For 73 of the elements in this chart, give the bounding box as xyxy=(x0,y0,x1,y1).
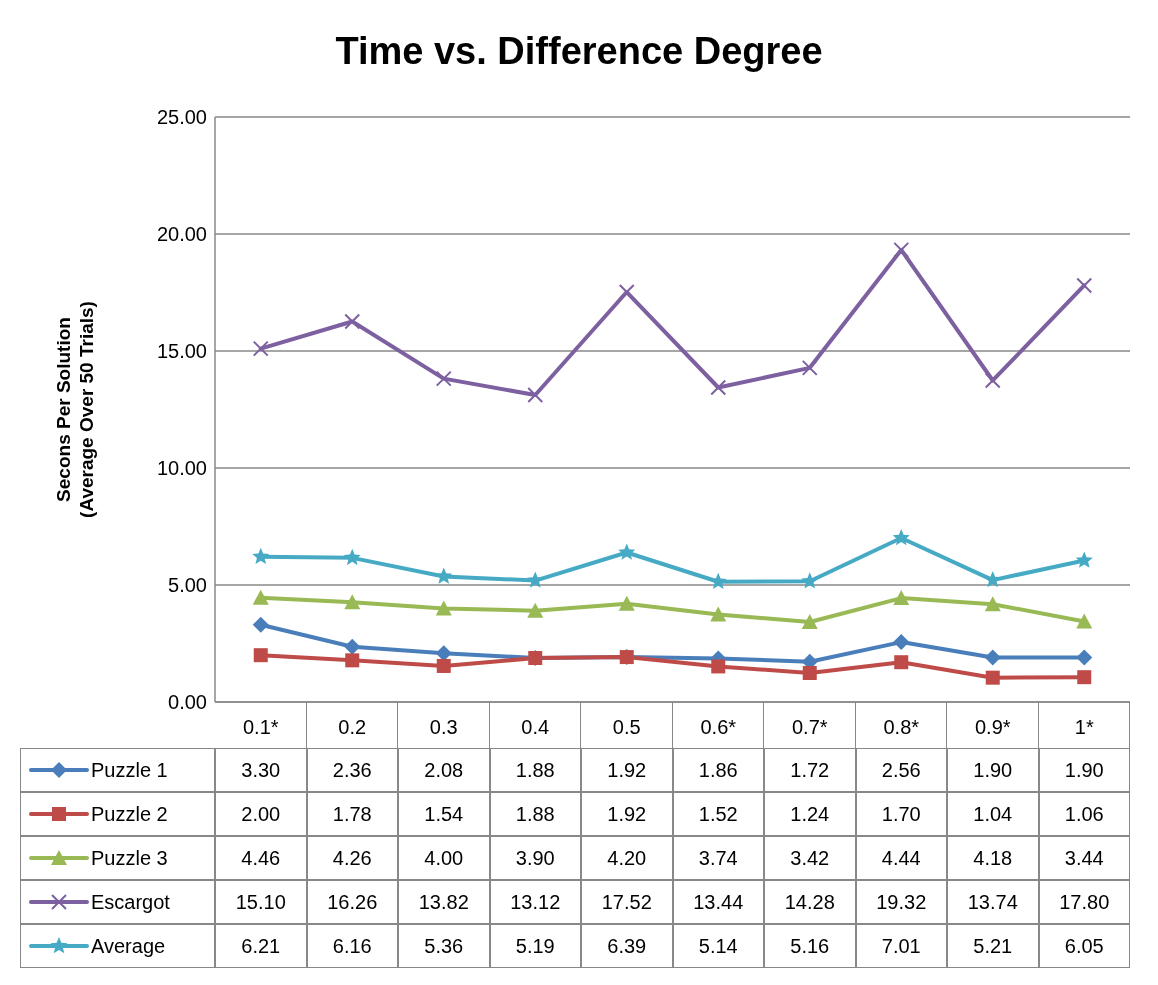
data-label: 14.28 xyxy=(764,880,856,924)
data-label: 1.54 xyxy=(398,792,490,836)
y-tick-label: 15.00 xyxy=(156,340,207,363)
data-label: 13.74 xyxy=(947,880,1039,924)
x-tick-label: 0.4 xyxy=(521,716,550,739)
data-label: 1.92 xyxy=(581,792,673,836)
legend-label: Escargot xyxy=(91,890,170,914)
data-label: 19.32 xyxy=(855,880,947,924)
data-label: 17.52 xyxy=(581,880,673,924)
y-tick-label: 10.00 xyxy=(156,457,207,480)
data-label: 3.44 xyxy=(1038,836,1130,880)
data-label: 13.82 xyxy=(398,880,490,924)
data-label: 6.05 xyxy=(1038,924,1130,968)
x-tick-label: 0.8* xyxy=(883,716,920,739)
data-label: 4.18 xyxy=(947,836,1039,880)
x-tick-label: 0.9* xyxy=(974,716,1011,739)
data-label: 3.42 xyxy=(764,836,856,880)
legend-label: Puzzle 1 xyxy=(91,758,168,782)
x-tick-label: 0.2 xyxy=(338,716,367,739)
data-label: 1.90 xyxy=(1038,748,1130,792)
x-tick-label: 0.3 xyxy=(429,716,458,739)
chart-title: Time vs. Difference Degree xyxy=(334,30,824,73)
data-label: 1.78 xyxy=(306,792,398,836)
data-label: 1.90 xyxy=(947,748,1039,792)
data-label: 15.10 xyxy=(215,880,307,924)
data-label: 5.21 xyxy=(947,924,1039,968)
data-label: 1.52 xyxy=(672,792,764,836)
data-label: 6.21 xyxy=(215,924,307,968)
data-label: 1.86 xyxy=(672,748,764,792)
y-tick-label: 5.00 xyxy=(168,574,207,597)
data-label: 5.14 xyxy=(672,924,764,968)
data-label: 1.92 xyxy=(581,748,673,792)
data-label: 2.00 xyxy=(215,792,307,836)
data-label: 5.19 xyxy=(489,924,581,968)
y-tick-label: 0.00 xyxy=(168,691,207,714)
data-label: 3.90 xyxy=(489,836,581,880)
data-label: 2.08 xyxy=(398,748,490,792)
data-label: 5.36 xyxy=(398,924,490,968)
data-label: 4.44 xyxy=(855,836,947,880)
data-label: 1.70 xyxy=(855,792,947,836)
x-tick-label: 0.6* xyxy=(700,716,737,739)
data-label: 1.04 xyxy=(947,792,1039,836)
y-tick-label: 20.00 xyxy=(156,223,207,246)
data-label: 5.16 xyxy=(764,924,856,968)
data-label: 1.24 xyxy=(764,792,856,836)
legend-label: Puzzle 3 xyxy=(91,846,168,870)
data-label: 2.56 xyxy=(855,748,947,792)
data-label: 7.01 xyxy=(855,924,947,968)
data-label: 17.80 xyxy=(1038,880,1130,924)
data-label: 4.26 xyxy=(306,836,398,880)
data-label: 1.06 xyxy=(1038,792,1130,836)
data-label: 13.44 xyxy=(672,880,764,924)
legend-label: Average xyxy=(91,934,166,958)
data-label: 3.74 xyxy=(672,836,764,880)
data-label: 1.88 xyxy=(489,748,581,792)
data-label: 1.72 xyxy=(764,748,856,792)
data-label: 4.20 xyxy=(581,836,673,880)
y-tick-label: 25.00 xyxy=(156,106,207,129)
y-axis-title: Secons Per Solution (Average Over 50 Trials) xyxy=(53,301,97,518)
data-label: 4.46 xyxy=(215,836,307,880)
x-tick-label: 0.1* xyxy=(242,716,279,739)
data-label: 1.88 xyxy=(489,792,581,836)
data-label: 3.30 xyxy=(215,748,307,792)
data-label: 2.36 xyxy=(306,748,398,792)
data-label: 16.26 xyxy=(306,880,398,924)
x-tick-label: 0.7* xyxy=(791,716,828,739)
data-label: 4.00 xyxy=(398,836,490,880)
data-label: 13.12 xyxy=(489,880,581,924)
data-label: 6.16 xyxy=(306,924,398,968)
data-label: 6.39 xyxy=(581,924,673,968)
legend-label: Puzzle 2 xyxy=(91,802,168,826)
x-tick-label: 0.5 xyxy=(612,716,641,739)
x-tick-label: 1* xyxy=(1074,716,1094,739)
